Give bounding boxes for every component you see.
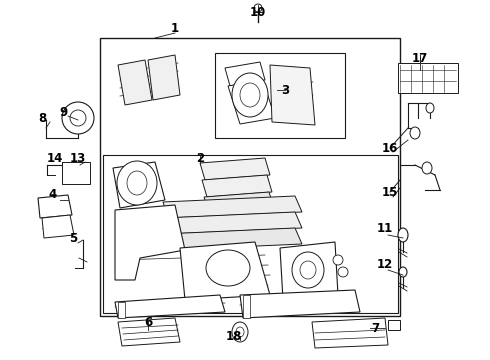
Polygon shape (180, 242, 270, 300)
Ellipse shape (399, 267, 407, 277)
Polygon shape (225, 62, 265, 86)
Text: 13: 13 (70, 152, 86, 165)
Polygon shape (163, 196, 302, 218)
Ellipse shape (232, 322, 248, 342)
Text: 1: 1 (171, 22, 179, 35)
Text: 3: 3 (281, 84, 289, 96)
Polygon shape (113, 162, 165, 208)
Ellipse shape (292, 252, 324, 288)
Polygon shape (42, 215, 74, 238)
Ellipse shape (410, 127, 420, 139)
Ellipse shape (240, 83, 260, 107)
Ellipse shape (254, 4, 262, 12)
Ellipse shape (398, 228, 408, 242)
Polygon shape (243, 295, 250, 318)
Text: 10: 10 (250, 5, 266, 18)
Ellipse shape (300, 261, 316, 279)
Polygon shape (163, 212, 302, 234)
Bar (215, 53, 345, 138)
Polygon shape (118, 318, 180, 346)
Polygon shape (118, 60, 152, 105)
Ellipse shape (333, 255, 343, 265)
Ellipse shape (70, 110, 86, 126)
Ellipse shape (426, 103, 434, 113)
Ellipse shape (236, 327, 244, 337)
Ellipse shape (127, 171, 147, 195)
Ellipse shape (206, 250, 250, 286)
Polygon shape (388, 320, 400, 330)
Text: 17: 17 (412, 51, 428, 64)
Polygon shape (148, 55, 180, 100)
Polygon shape (204, 192, 274, 213)
Text: 6: 6 (144, 316, 152, 329)
Polygon shape (280, 242, 338, 300)
Polygon shape (163, 228, 302, 250)
Polygon shape (240, 290, 360, 318)
Polygon shape (38, 195, 72, 218)
Text: 5: 5 (69, 231, 77, 244)
Polygon shape (118, 302, 125, 318)
Polygon shape (115, 295, 225, 318)
Bar (103, 155, 398, 313)
Ellipse shape (232, 73, 268, 117)
Text: 11: 11 (377, 221, 393, 234)
Text: 12: 12 (377, 258, 393, 271)
Ellipse shape (117, 161, 157, 205)
Ellipse shape (338, 267, 348, 277)
Bar (62, 162, 90, 184)
Text: 14: 14 (47, 152, 63, 165)
Text: 4: 4 (49, 189, 57, 202)
Text: 7: 7 (371, 321, 379, 334)
Text: 9: 9 (59, 107, 67, 120)
Ellipse shape (422, 162, 432, 174)
Ellipse shape (62, 102, 94, 134)
Polygon shape (228, 80, 275, 124)
Polygon shape (312, 318, 388, 348)
Bar (398, 63, 458, 93)
Text: 18: 18 (226, 329, 242, 342)
Text: 15: 15 (382, 185, 398, 198)
Polygon shape (202, 175, 272, 197)
Bar (100, 38, 400, 316)
Text: 16: 16 (382, 141, 398, 154)
Text: 2: 2 (196, 152, 204, 165)
Polygon shape (270, 65, 315, 125)
Text: 8: 8 (38, 112, 46, 125)
Polygon shape (200, 158, 270, 180)
Polygon shape (115, 205, 185, 280)
